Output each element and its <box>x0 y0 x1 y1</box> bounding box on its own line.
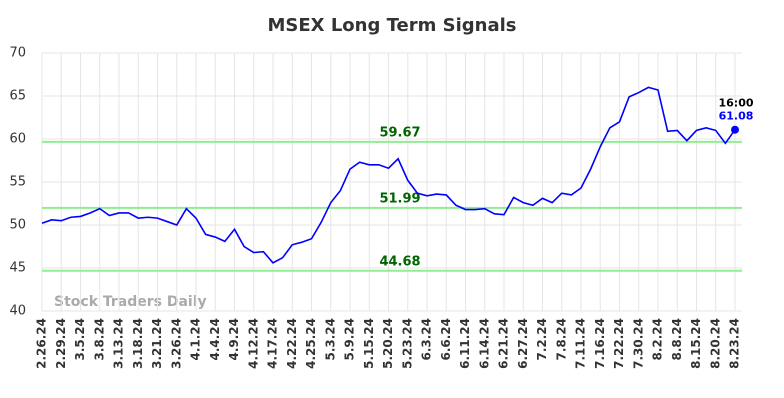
x-tick-label: 8.20.24 <box>708 318 722 369</box>
price-line <box>41 86 736 264</box>
x-tick-label: 5.20.24 <box>381 318 395 369</box>
level-label: 44.68 <box>379 254 420 269</box>
x-tick-label: 2.29.24 <box>54 318 68 369</box>
x-tick-label: 6.6.24 <box>439 318 453 361</box>
y-tick-label: 65 <box>9 89 26 104</box>
x-tick-label: 2.26.24 <box>35 318 49 369</box>
y-tick-label: 50 <box>9 218 26 233</box>
last-time: 16:00 <box>718 97 753 110</box>
x-tick-label: 7.2.24 <box>535 318 549 361</box>
x-tick-label: 4.25.24 <box>304 318 318 369</box>
x-tick-label: 3.8.24 <box>92 318 106 361</box>
x-tick-label: 4.4.24 <box>208 318 222 361</box>
x-tick-label: 3.5.24 <box>73 318 87 361</box>
watermark: Stock Traders Daily <box>54 294 207 310</box>
x-tick-label: 8.8.24 <box>670 318 684 361</box>
last-point <box>731 125 739 134</box>
x-tick-label: 5.9.24 <box>343 318 357 361</box>
x-tick-label: 3.21.24 <box>150 318 164 369</box>
x-tick-label: 8.2.24 <box>651 318 665 361</box>
y-tick-label: 40 <box>9 304 26 319</box>
x-tick-label: 6.11.24 <box>458 318 472 369</box>
last-value: 61.08 <box>719 110 754 123</box>
x-tick-label: 7.11.24 <box>574 318 588 369</box>
x-tick-label: 3.13.24 <box>112 318 126 369</box>
x-tick-label: 6.21.24 <box>497 318 511 369</box>
x-tick-label: 8.23.24 <box>728 318 742 369</box>
x-tick-label: 7.8.24 <box>554 318 568 361</box>
x-tick-label: 4.1.24 <box>189 318 203 361</box>
x-tick-label: 4.9.24 <box>227 318 241 361</box>
chart-title: MSEX Long Term Signals <box>268 15 517 36</box>
x-tick-label: 4.12.24 <box>246 318 260 369</box>
x-tick-label: 8.15.24 <box>689 318 703 369</box>
y-tick-label: 45 <box>9 261 26 276</box>
y-tick-label: 55 <box>9 175 26 190</box>
x-tick-label: 3.26.24 <box>169 318 183 369</box>
x-tick-label: 4.22.24 <box>285 318 299 369</box>
y-tick-label: 60 <box>9 132 26 147</box>
x-tick-label: 5.3.24 <box>323 318 337 361</box>
x-tick-label: 7.16.24 <box>593 318 607 369</box>
y-tick-label: 70 <box>9 46 26 61</box>
x-tick-label: 6.14.24 <box>477 318 491 369</box>
x-tick-label: 6.27.24 <box>516 318 530 369</box>
x-tick-label: 5.15.24 <box>362 318 376 369</box>
x-tick-label: 4.17.24 <box>266 318 280 369</box>
x-tick-label: 6.3.24 <box>420 318 434 361</box>
x-tick-label: 3.18.24 <box>131 318 145 369</box>
level-label: 59.67 <box>379 125 420 140</box>
level-label: 51.99 <box>379 191 420 206</box>
x-tick-label: 5.23.24 <box>400 318 414 369</box>
x-tick-label: 7.30.24 <box>631 318 645 369</box>
x-tick-label: 7.22.24 <box>612 318 626 369</box>
